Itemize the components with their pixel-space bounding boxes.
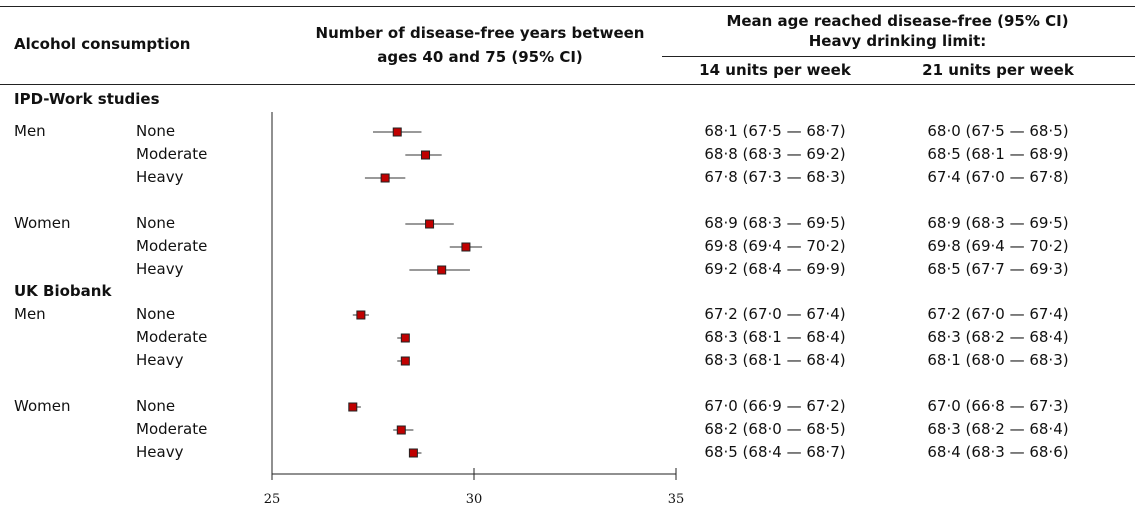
point-estimate-marker: [408, 448, 418, 458]
ci-21-units: 67·0 (66·8 — 67·3): [927, 397, 1069, 415]
sex-label: Women: [14, 397, 71, 415]
point-estimate-marker: [380, 173, 390, 183]
header-heavy-limit: Heavy drinking limit:: [808, 32, 987, 50]
consumption-level-label: Moderate: [136, 420, 208, 438]
ci-14-units: 67·0 (66·9 — 67·2): [704, 397, 846, 415]
point-estimate-marker: [356, 310, 366, 320]
header-21-units: 21 units per week: [922, 61, 1074, 79]
ci-21-units: 68·5 (68·1 — 68·9): [927, 145, 1069, 163]
header-years-line1: Number of disease-free years between: [315, 24, 645, 42]
ci-14-units: 68·1 (67·5 — 68·7): [704, 122, 846, 140]
ci-14-units: 69·8 (69·4 — 70·2): [704, 237, 846, 255]
study-label: UK Biobank: [14, 282, 112, 300]
point-estimate-marker: [396, 425, 406, 435]
ci-21-units: 67·4 (67·0 — 67·8): [927, 168, 1069, 186]
ci-21-units: 67·2 (67·0 — 67·4): [927, 305, 1069, 323]
point-estimate-marker: [400, 356, 410, 366]
sex-label: Men: [14, 122, 46, 140]
ci-21-units: 69·8 (69·4 — 70·2): [927, 237, 1069, 255]
ci-21-units: 68·3 (68·2 — 68·4): [927, 328, 1069, 346]
x-tick-label: 25: [263, 492, 281, 507]
ci-14-units: 68·9 (68·3 — 69·5): [704, 214, 846, 232]
ci-21-units: 68·0 (67·5 — 68·5): [927, 122, 1069, 140]
sex-label: Women: [14, 214, 71, 232]
ci-21-units: 68·3 (68·2 — 68·4): [927, 420, 1069, 438]
ci-14-units: 68·3 (68·1 — 68·4): [704, 328, 846, 346]
point-estimate-marker: [348, 402, 358, 412]
study-label: IPD-Work studies: [14, 90, 160, 108]
ci-14-units: 68·5 (68·4 — 68·7): [704, 443, 846, 461]
header-mean-age-line1: Mean age reached disease-free (95% CI): [726, 12, 1069, 30]
consumption-level-label: Moderate: [136, 328, 208, 346]
consumption-level-label: Heavy: [136, 260, 184, 278]
consumption-level-label: Heavy: [136, 351, 184, 369]
point-estimate-marker: [461, 242, 471, 252]
consumption-level-label: Heavy: [136, 443, 184, 461]
ci-14-units: 68·2 (68·0 — 68·5): [704, 420, 846, 438]
consumption-level-label: Moderate: [136, 145, 208, 163]
point-estimate-marker: [421, 150, 431, 160]
consumption-level-label: None: [136, 397, 176, 415]
top-rule: [0, 6, 1135, 7]
ci-14-units: 67·2 (67·0 — 67·4): [704, 305, 846, 323]
ci-21-units: 68·9 (68·3 — 69·5): [927, 214, 1069, 232]
sex-label: Men: [14, 305, 46, 323]
header-years-line2: ages 40 and 75 (95% CI): [377, 48, 583, 66]
point-estimate-marker: [400, 333, 410, 343]
consumption-level-label: Moderate: [136, 237, 208, 255]
ci-14-units: 68·3 (68·1 — 68·4): [704, 351, 846, 369]
ci-14-units: 67·8 (67·3 — 68·3): [704, 168, 846, 186]
header-bottom-rule: [0, 84, 1135, 85]
point-estimate-marker: [425, 219, 435, 229]
consumption-level-label: Heavy: [136, 168, 184, 186]
subheader-rule: [662, 56, 1135, 57]
ci-21-units: 68·1 (68·0 — 68·3): [927, 351, 1069, 369]
ci-14-units: 68·8 (68·3 — 69·2): [704, 145, 846, 163]
header-alcohol-consumption: Alcohol consumption: [14, 35, 191, 53]
ci-14-units: 69·2 (68·4 — 69·9): [704, 260, 846, 278]
point-estimate-marker: [437, 265, 447, 275]
ci-21-units: 68·4 (68·3 — 68·6): [927, 443, 1069, 461]
point-estimate-marker: [392, 127, 402, 137]
ci-21-units: 68·5 (67·7 — 69·3): [927, 260, 1069, 278]
x-tick-label: 30: [465, 492, 483, 507]
consumption-level-label: None: [136, 305, 176, 323]
header-14-units: 14 units per week: [699, 61, 851, 79]
consumption-level-label: None: [136, 122, 176, 140]
x-tick-label: 35: [667, 492, 685, 507]
consumption-level-label: None: [136, 214, 176, 232]
